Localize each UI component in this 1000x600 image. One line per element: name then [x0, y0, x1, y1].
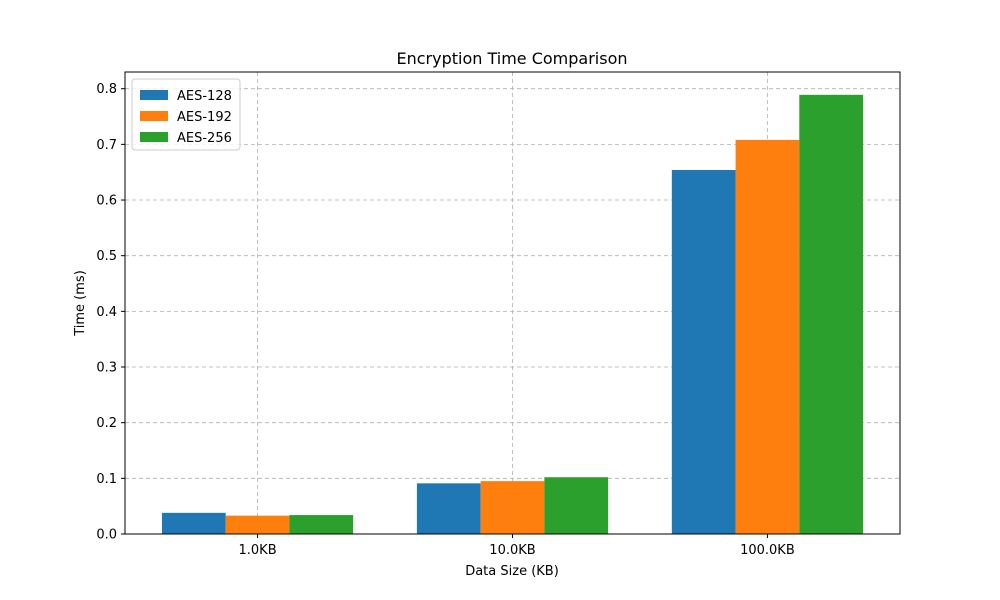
bar-aes-256-1-0kb: [289, 515, 354, 534]
y-tick-label: 0.1: [96, 472, 117, 487]
bar-aes-256-10-0kb: [544, 477, 609, 534]
y-tick-label: 0.8: [96, 82, 117, 97]
bars-layer: [161, 94, 864, 535]
y-axis: 0.0 0.1 0.2 0.3 0.4 0.5 0.6 0.7 0.8: [96, 82, 125, 543]
y-tick-label: 0.3: [96, 361, 117, 376]
x-tick-label: 100.0KB: [740, 543, 795, 558]
x-tick-label: 1.0KB: [239, 543, 277, 558]
y-tick-label: 0.2: [96, 416, 117, 431]
bar-aes-128-100-0kb: [671, 169, 736, 535]
bar-aes-192-1-0kb: [225, 515, 290, 534]
x-axis: 1.0KB 10.0KB 100.0KB: [239, 534, 795, 558]
y-tick-label: 0.5: [96, 249, 117, 264]
legend: AES-128 AES-192 AES-256: [131, 78, 241, 151]
legend-label: AES-256: [177, 131, 232, 146]
y-tick-label: 0.6: [96, 194, 117, 209]
y-tick-label: 0.0: [96, 528, 117, 543]
legend-swatch: [140, 132, 168, 142]
bar-aes-192-100-0kb: [735, 139, 800, 534]
chart-title: Encryption Time Comparison: [396, 49, 627, 68]
y-tick-label: 0.4: [96, 305, 117, 320]
legend-swatch: [140, 111, 168, 121]
y-axis-title: Time (ms): [73, 270, 88, 337]
legend-label: AES-128: [177, 89, 232, 104]
bar-aes-256-100-0kb: [799, 94, 864, 534]
bar-aes-128-10-0kb: [416, 483, 481, 534]
x-axis-title: Data Size (KB): [465, 564, 559, 579]
legend-label: AES-192: [177, 110, 232, 125]
bar-aes-128-1-0kb: [161, 512, 226, 534]
y-tick-label: 0.7: [96, 138, 117, 153]
legend-swatch: [140, 90, 168, 100]
x-tick-label: 10.0KB: [489, 543, 535, 558]
bar-aes-192-10-0kb: [480, 481, 545, 534]
